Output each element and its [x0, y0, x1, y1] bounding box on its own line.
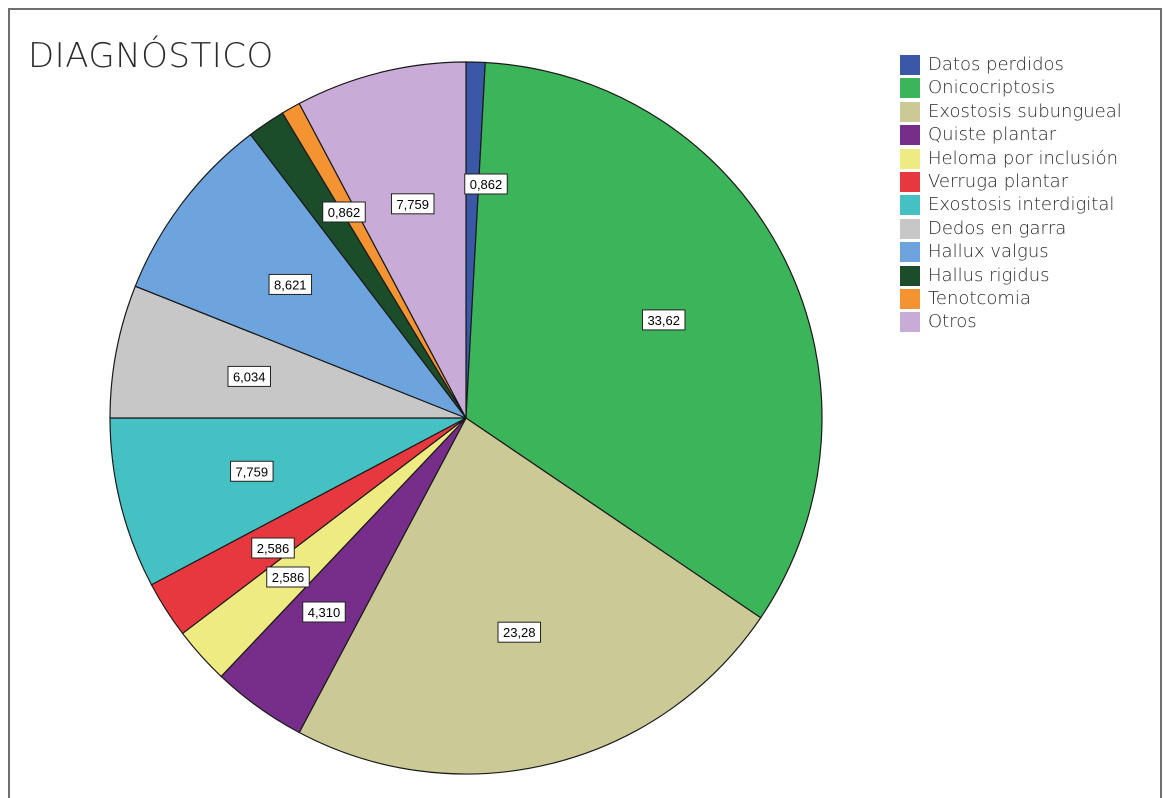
svg-text:33,62: 33,62: [647, 313, 680, 328]
legend-swatch: [900, 195, 920, 216]
pie-slice-11: [298, 61, 467, 419]
legend-label: Otros: [928, 311, 977, 333]
legend-swatch: [900, 218, 920, 239]
pie-slice-6: [109, 417, 467, 586]
data-label-5: 2,586: [251, 537, 295, 559]
legend-label: Verruga plantar: [928, 170, 1069, 192]
svg-text:23,28: 23,28: [503, 625, 536, 640]
chart-title: DIAGNÓSTICO: [28, 36, 274, 76]
pie-slice-1: [465, 61, 823, 619]
legend-label: Onicocriptosis: [928, 77, 1056, 99]
legend-swatch: [900, 312, 920, 333]
legend-swatch: [900, 288, 920, 309]
legend-label: Hallus rigidus: [928, 264, 1050, 286]
legend-swatch: [900, 171, 920, 192]
legend-swatch: [900, 55, 920, 75]
svg-text:7,759: 7,759: [236, 464, 269, 479]
legend-swatch: [900, 101, 920, 122]
legend-label: Heloma por inclusión: [928, 147, 1118, 169]
data-label-10: 0,862: [322, 201, 366, 223]
legend-swatch: [900, 78, 920, 99]
svg-text:2,586: 2,586: [257, 541, 290, 556]
legend-swatch: [900, 125, 920, 146]
legend-swatch: [900, 242, 920, 263]
data-label-4: 2,586: [266, 566, 310, 588]
data-label-7: 6,034: [227, 365, 271, 387]
legend-swatch: [900, 148, 920, 169]
svg-text:2,586: 2,586: [272, 570, 305, 585]
data-label-8: 8,621: [268, 273, 313, 295]
svg-text:4,310: 4,310: [308, 605, 341, 620]
legend-swatch: [900, 265, 920, 286]
legend-label: Quiste plantar: [928, 124, 1057, 146]
pie-slice-7: [109, 285, 467, 419]
data-label-0: 0,862: [464, 173, 508, 195]
legend-label: Hallux valgus: [928, 241, 1049, 263]
legend-label: Dedos en garra: [928, 217, 1067, 239]
data-label-6: 7,759: [230, 460, 274, 482]
data-label-11: 7,759: [390, 193, 435, 215]
pie-slice-2: [298, 417, 762, 775]
legend-label: Exostosis interdigital: [928, 194, 1115, 216]
svg-text:8,621: 8,621: [274, 277, 307, 292]
data-label-2: 23,28: [497, 621, 542, 643]
legend-label: Tenotcomia: [928, 287, 1031, 309]
data-label-3: 4,310: [302, 601, 346, 623]
legend-label: Datos perdidos: [928, 54, 1064, 75]
svg-text:0,862: 0,862: [470, 177, 503, 192]
svg-text:6,034: 6,034: [233, 369, 266, 384]
data-label-1: 33,62: [641, 309, 686, 331]
svg-text:7,759: 7,759: [396, 197, 429, 212]
legend-label: Exostosis subungueal: [928, 100, 1122, 122]
svg-text:0,862: 0,862: [328, 205, 361, 220]
